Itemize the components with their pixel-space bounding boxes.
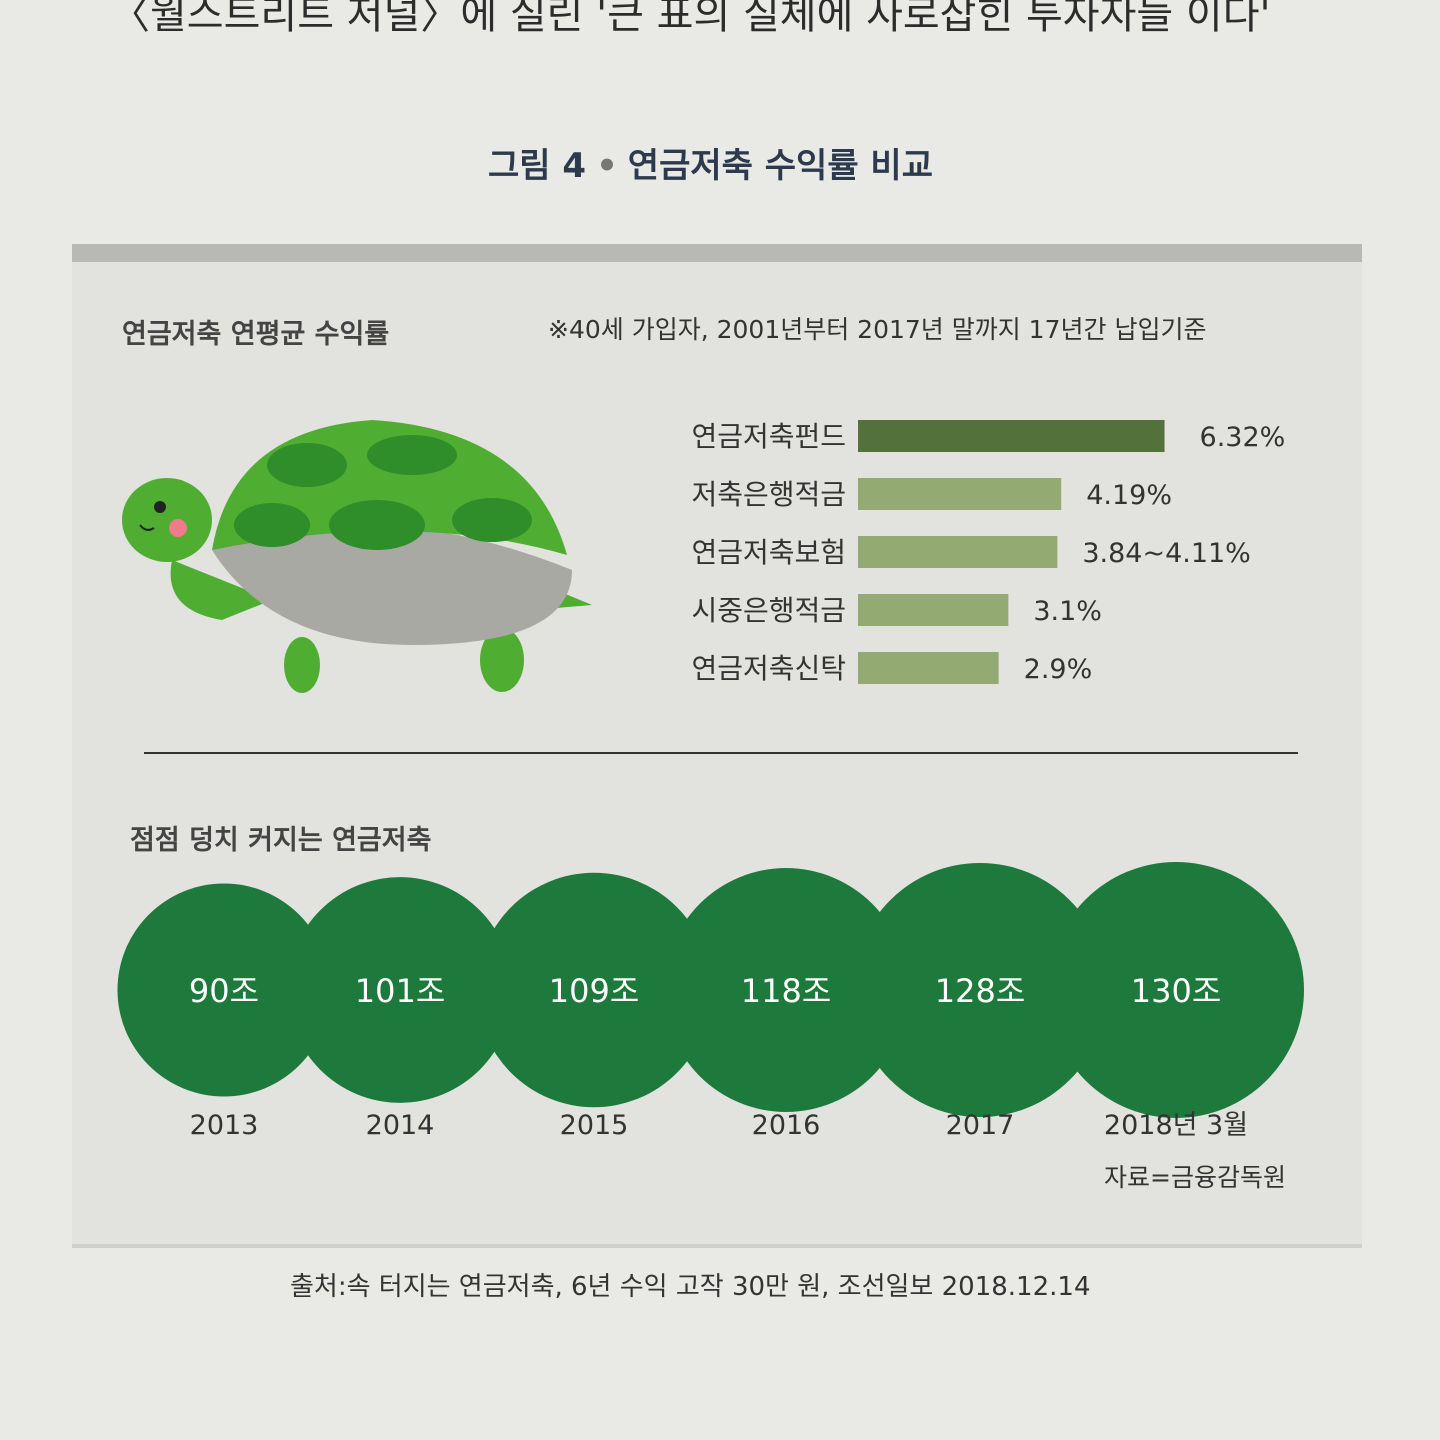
bar-mark [858,478,1062,510]
bubble-mark [664,868,908,1112]
bar-chart: 연금저축펀드 6.32% 저축은행적금 4.19% 연금저축보험 3.84~4.11% 시중… [691,420,1286,685]
source-note: 자료=금융감독원 [1104,1163,1286,1192]
bubble-mark [476,872,712,1108]
bubble-mark [287,877,513,1103]
bar-value-label: 6.32% [1200,422,1286,453]
bar-category-label: 연금저축보험 [691,536,846,569]
bar-category-label: 저축은행적금 [691,478,846,511]
bubble-chart: 90조 2013 101조 2014 109조 2015 118조 2016 128조 2017 1… [117,862,1304,1141]
figure-label: 그림 4 [488,146,587,186]
bubble-value-label: 90조 [189,972,259,1010]
bubble-mark [852,862,1108,1118]
bubble-year-label: 2018년 3월 [1104,1110,1248,1141]
bubble-value-label: 109조 [549,972,640,1010]
bubble-mark [1048,862,1304,1118]
bubble-year-label: 2015 [560,1110,629,1141]
bubble-year-label: 2016 [752,1110,821,1141]
section-divider [144,752,1298,754]
credit-line: 출처:속 터지는 연금저축, 6년 수익 고작 30만 원, 조선일보 2018… [290,1272,1091,1302]
bar-value-label: 2.9% [1024,654,1093,685]
turtle-icon [122,420,592,693]
bar-mark [858,652,999,684]
bar-mark [858,420,1165,452]
bubble-chart-title: 점점 덩치 커지는 연금저축 [130,825,432,856]
bubble-mark [117,883,331,1097]
bar-category-label: 연금저축신탁 [691,652,846,685]
bubble-year-label: 2013 [190,1110,259,1141]
bar-category-label: 연금저축펀드 [691,420,846,453]
figure-title-text: 연금저축 수익률 비교 [627,146,933,186]
page-top-text: 〈월스트리트 저널〉에 실린 '큰 표의 실체에 사로잡힌 투자자들 이다' [110,0,1271,38]
bullet-icon: • [596,146,618,186]
bubble-year-label: 2014 [366,1110,435,1141]
bar-mark [858,594,1009,626]
bar-chart-title: 연금저축 연평균 수익률 [122,319,390,350]
bar-mark [858,536,1058,568]
bubble-value-label: 128조 [935,972,1026,1010]
bubble-value-label: 118조 [741,972,832,1010]
bubble-year-label: 2017 [946,1110,1015,1141]
figure-title: 그림 4 • 연금저축 수익률 비교 [488,138,933,187]
bar-chart-note: ※40세 가입자, 2001년부터 2017년 말까지 17년간 납입기준 [548,315,1207,344]
bar-value-label: 4.19% [1086,480,1172,511]
bubble-value-label: 130조 [1131,972,1222,1010]
bar-value-label: 3.84~4.11% [1082,538,1251,569]
bar-value-label: 3.1% [1033,596,1102,627]
bar-category-label: 시중은행적금 [691,594,846,627]
bubble-value-label: 101조 [355,972,446,1010]
